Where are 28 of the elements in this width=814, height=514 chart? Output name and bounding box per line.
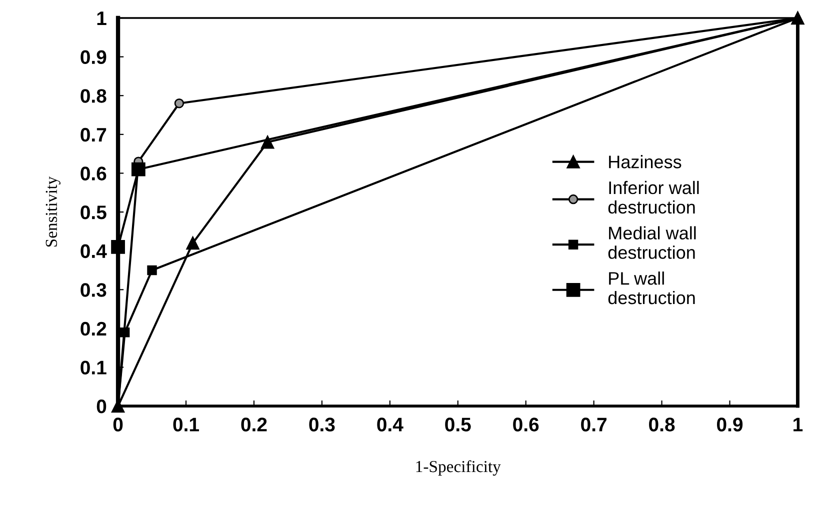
- y-tick-label: 0.9: [80, 50, 106, 64]
- x-tick-label: 0: [113, 418, 123, 432]
- y-tick-label: 0.3: [80, 283, 106, 297]
- legend-label: Inferior wall destruction: [608, 180, 699, 214]
- y-tick-label: 0.6: [80, 166, 106, 180]
- y-axis-title: Sensitivity: [46, 176, 60, 247]
- y-tick-label: 1: [97, 12, 106, 26]
- x-tick-label: 0.2: [241, 418, 267, 432]
- x-tick-label: 0.9: [717, 418, 743, 432]
- y-tick-label: 0.1: [80, 360, 106, 374]
- x-tick-label: 1: [794, 418, 803, 432]
- x-tick-label: 0.8: [649, 418, 675, 432]
- x-tick-label: 0.1: [173, 418, 199, 432]
- x-tick-label: 0.3: [309, 418, 335, 432]
- x-tick-label: 0.7: [581, 418, 606, 432]
- y-tick-label: 0.5: [80, 205, 106, 220]
- legend-label: PL wall destruction: [608, 272, 695, 304]
- x-tick-label: 0.5: [445, 418, 471, 432]
- x-axis-title: 1-Specificity: [416, 460, 501, 476]
- y-tick-label: 0.7: [80, 128, 106, 142]
- y-tick-label: 0.4: [80, 244, 107, 258]
- y-tick-label: 0: [96, 400, 106, 414]
- y-tick-label: 0.8: [80, 89, 106, 103]
- legend-label: Medial wall destruction: [608, 226, 696, 259]
- legend-label: Haziness: [609, 155, 682, 168]
- y-tick-label: 0.2: [80, 322, 106, 336]
- x-tick-label: 0.6: [513, 418, 539, 432]
- x-tick-label: 0.4: [377, 418, 404, 432]
